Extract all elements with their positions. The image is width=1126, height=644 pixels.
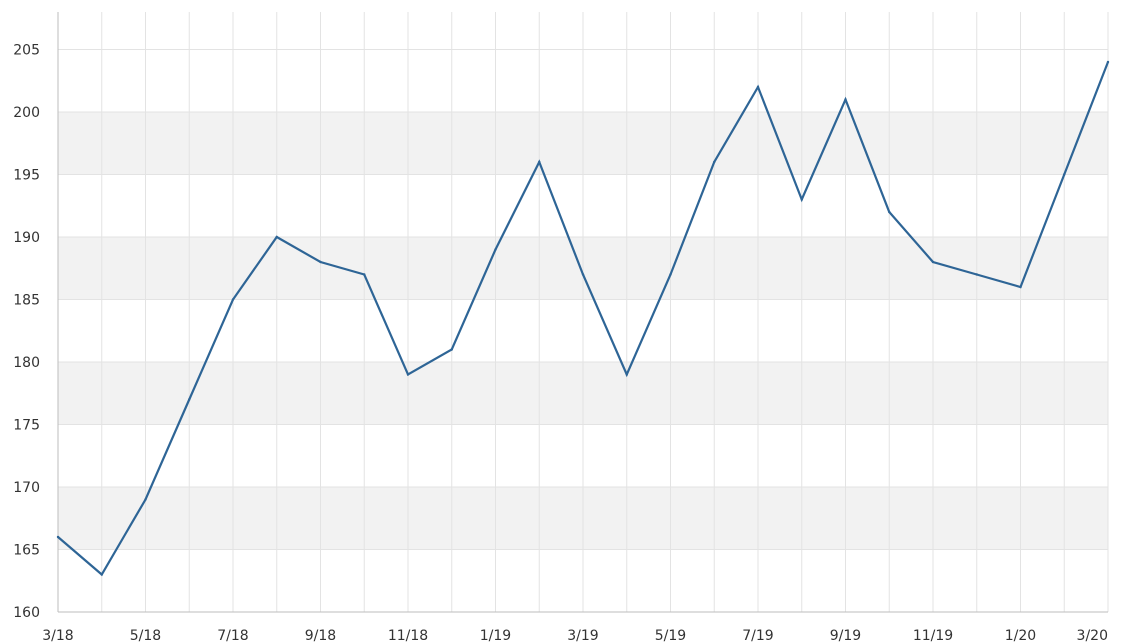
x-axis-tick-labels: 3/18 5/18 7/18 9/18 11/18 1/19 3/19 5/19 7/19 9/1… (42, 628, 1108, 644)
x-tick-label: 11/18 (388, 628, 428, 644)
data-point (888, 210, 891, 214)
data-point (844, 98, 847, 101)
data-point (231, 298, 235, 301)
data-point (144, 498, 147, 501)
y-tick-label: 170 (13, 480, 40, 496)
data-point (800, 198, 803, 201)
data-point (713, 160, 716, 164)
axes (57, 12, 1108, 613)
y-tick-label: 165 (13, 543, 40, 559)
data-point (931, 260, 935, 264)
data-point (56, 535, 60, 539)
x-tick-label: 7/19 (742, 628, 773, 644)
y-tick-label: 195 (13, 168, 40, 184)
data-point (406, 373, 410, 376)
data-point (1019, 285, 1022, 289)
data-point (494, 248, 497, 251)
data-point (625, 373, 628, 376)
data-point (450, 348, 453, 351)
x-tick-label: 5/18 (130, 628, 161, 644)
x-tick-label: 9/18 (305, 628, 336, 644)
data-point (188, 398, 191, 401)
y-tick-label: 175 (13, 418, 40, 434)
data-point (319, 260, 322, 264)
data-point (100, 573, 103, 576)
x-tick-label: 11/19 (913, 628, 953, 644)
x-tick-label: 5/19 (655, 628, 686, 644)
x-tick-label: 9/19 (830, 628, 861, 644)
data-point (538, 160, 541, 164)
y-tick-label: 205 (13, 43, 40, 59)
y-axis-tick-labels: 160 165 170 175 180 185 190 195 200 205 (13, 43, 40, 622)
data-point (669, 273, 672, 276)
x-tick-label: 3/19 (567, 628, 598, 644)
data-point (1106, 60, 1110, 64)
data-point (581, 273, 585, 276)
data-point (1063, 173, 1066, 176)
y-tick-label: 180 (13, 355, 40, 371)
data-point (975, 273, 978, 276)
y-tick-label: 200 (13, 105, 40, 121)
y-tick-label: 190 (13, 230, 40, 246)
x-tick-label: 3/18 (42, 628, 73, 644)
x-tick-label: 1/19 (480, 628, 511, 644)
data-point (275, 235, 278, 239)
x-tick-label: 1/20 (1005, 628, 1036, 644)
y-tick-label: 185 (13, 293, 40, 309)
data-point (756, 85, 760, 89)
series-group (56, 60, 1110, 577)
data-point (363, 273, 366, 276)
y-tick-label: 160 (13, 605, 40, 621)
x-tick-label: 3/20 (1077, 628, 1108, 644)
x-tick-label: 7/18 (217, 628, 248, 644)
